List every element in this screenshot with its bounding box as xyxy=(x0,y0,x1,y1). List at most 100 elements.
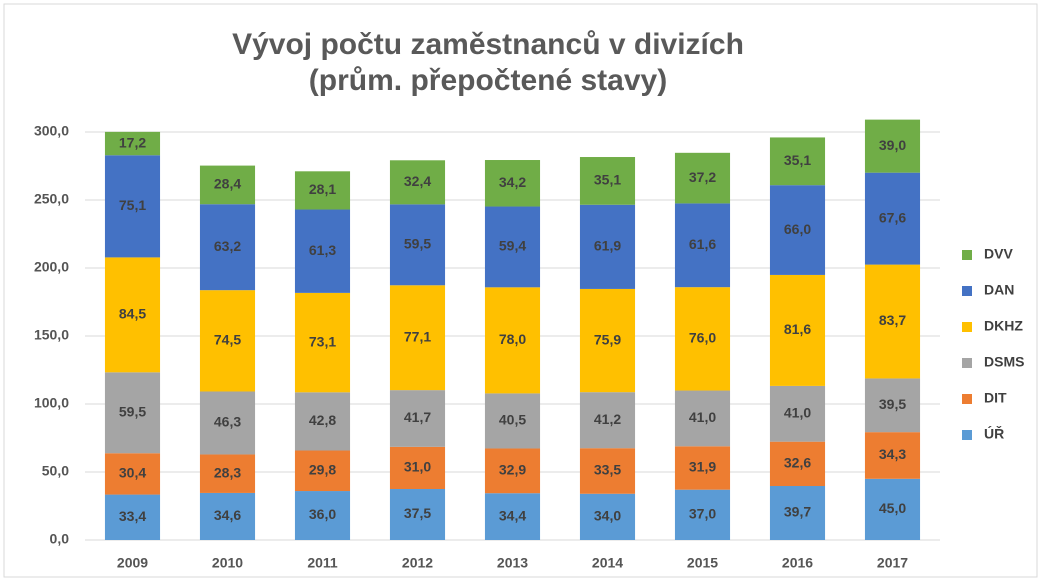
bar-segment xyxy=(294,392,351,451)
y-tick-label: 0,0 xyxy=(50,531,70,547)
value-label: 32,6 xyxy=(784,455,811,471)
y-tick-label: 250,0 xyxy=(34,191,69,207)
value-label: 81,6 xyxy=(784,321,811,337)
value-label: 41,7 xyxy=(404,409,431,425)
bar-segment xyxy=(294,292,351,393)
bar-segment xyxy=(484,287,541,394)
bar-segment xyxy=(199,492,256,540)
bar-segment xyxy=(864,432,921,479)
bar-segment xyxy=(389,390,446,447)
value-label: 42,8 xyxy=(309,412,336,428)
bar-segment xyxy=(864,119,921,173)
x-tick-label: 2014 xyxy=(592,555,623,571)
bar-segment xyxy=(674,152,731,204)
bar-segment xyxy=(579,392,636,449)
x-tick-label: 2017 xyxy=(877,555,908,571)
value-label: 28,4 xyxy=(214,176,241,192)
bar-segment xyxy=(104,257,161,373)
bar-segment xyxy=(484,160,541,207)
bar-segment xyxy=(104,131,161,156)
y-tick-label: 150,0 xyxy=(34,327,69,343)
value-label: 83,7 xyxy=(879,312,906,328)
value-label: 28,1 xyxy=(309,181,336,197)
legend-label: DIT xyxy=(984,390,1007,406)
value-label: 30,4 xyxy=(119,465,146,481)
value-label: 74,5 xyxy=(214,332,241,348)
value-label: 37,2 xyxy=(689,169,716,185)
legend-label: DSMS xyxy=(984,354,1024,370)
bar-segment xyxy=(484,493,541,540)
bar-segment xyxy=(864,264,921,379)
bar-segment xyxy=(769,385,826,442)
value-label: 31,0 xyxy=(404,459,431,475)
value-label: 75,9 xyxy=(594,331,621,347)
legend-label: DAN xyxy=(984,282,1014,298)
bar-segment xyxy=(104,494,161,540)
value-label: 59,5 xyxy=(404,236,431,252)
value-label: 66,0 xyxy=(784,221,811,237)
value-label: 29,8 xyxy=(309,461,336,477)
bar-segment xyxy=(864,378,921,433)
x-tick-label: 2009 xyxy=(117,555,148,571)
legend-label: ÚŘ xyxy=(984,425,1004,442)
bar-segment xyxy=(294,491,351,540)
bar-segment xyxy=(199,204,256,291)
x-tick-label: 2012 xyxy=(402,555,433,571)
chart-title: (prům. přepočtené stavy) xyxy=(309,64,667,97)
value-label: 32,4 xyxy=(404,173,431,189)
value-label: 84,5 xyxy=(119,306,146,322)
value-label: 77,1 xyxy=(404,328,431,344)
bar-segment xyxy=(389,489,446,540)
bar-segment xyxy=(579,288,636,393)
value-label: 40,5 xyxy=(499,412,526,428)
bar-segment xyxy=(579,204,636,289)
legend-swatch xyxy=(962,394,972,404)
bar-segment xyxy=(389,285,446,391)
value-label: 35,1 xyxy=(784,152,811,168)
bar-segment xyxy=(484,448,541,494)
bar-segment xyxy=(579,493,636,540)
bar-segment xyxy=(199,165,256,205)
value-label: 46,3 xyxy=(214,414,241,430)
bar-segment xyxy=(104,372,161,454)
value-label: 39,7 xyxy=(784,504,811,520)
value-label: 67,6 xyxy=(879,209,906,225)
value-label: 35,1 xyxy=(594,172,621,188)
value-label: 59,4 xyxy=(499,238,526,254)
value-label: 76,0 xyxy=(689,330,716,346)
bar-segment xyxy=(579,157,636,205)
bar-segment xyxy=(674,203,731,288)
bar-segment xyxy=(484,393,541,449)
legend-swatch xyxy=(962,430,972,440)
bar-segment xyxy=(769,185,826,275)
bar-segment xyxy=(864,172,921,265)
value-label: 61,9 xyxy=(594,238,621,254)
value-label: 34,4 xyxy=(499,507,526,523)
value-label: 17,2 xyxy=(119,134,146,150)
bar-segment xyxy=(864,478,921,540)
value-label: 61,3 xyxy=(309,242,336,258)
value-label: 31,9 xyxy=(689,459,716,475)
bar-segment xyxy=(294,171,351,210)
x-tick-label: 2016 xyxy=(782,555,813,571)
y-tick-label: 200,0 xyxy=(34,259,69,275)
bar-segment xyxy=(579,448,636,494)
bar-segment xyxy=(389,160,446,205)
bar-segment xyxy=(674,446,731,490)
x-tick-label: 2010 xyxy=(212,555,243,571)
legend-swatch xyxy=(962,358,972,368)
x-tick-label: 2013 xyxy=(497,555,528,571)
legend-swatch xyxy=(962,322,972,332)
x-tick-label: 2011 xyxy=(307,555,338,571)
bar-segment xyxy=(294,450,351,492)
y-tick-label: 50,0 xyxy=(42,463,69,479)
value-label: 61,6 xyxy=(689,236,716,252)
bar-segment xyxy=(199,290,256,392)
value-label: 32,9 xyxy=(499,462,526,478)
value-label: 34,0 xyxy=(594,508,621,524)
value-label: 45,0 xyxy=(879,500,906,516)
bar-segment xyxy=(104,453,161,495)
value-label: 37,5 xyxy=(404,505,431,521)
value-label: 75,1 xyxy=(119,197,146,213)
